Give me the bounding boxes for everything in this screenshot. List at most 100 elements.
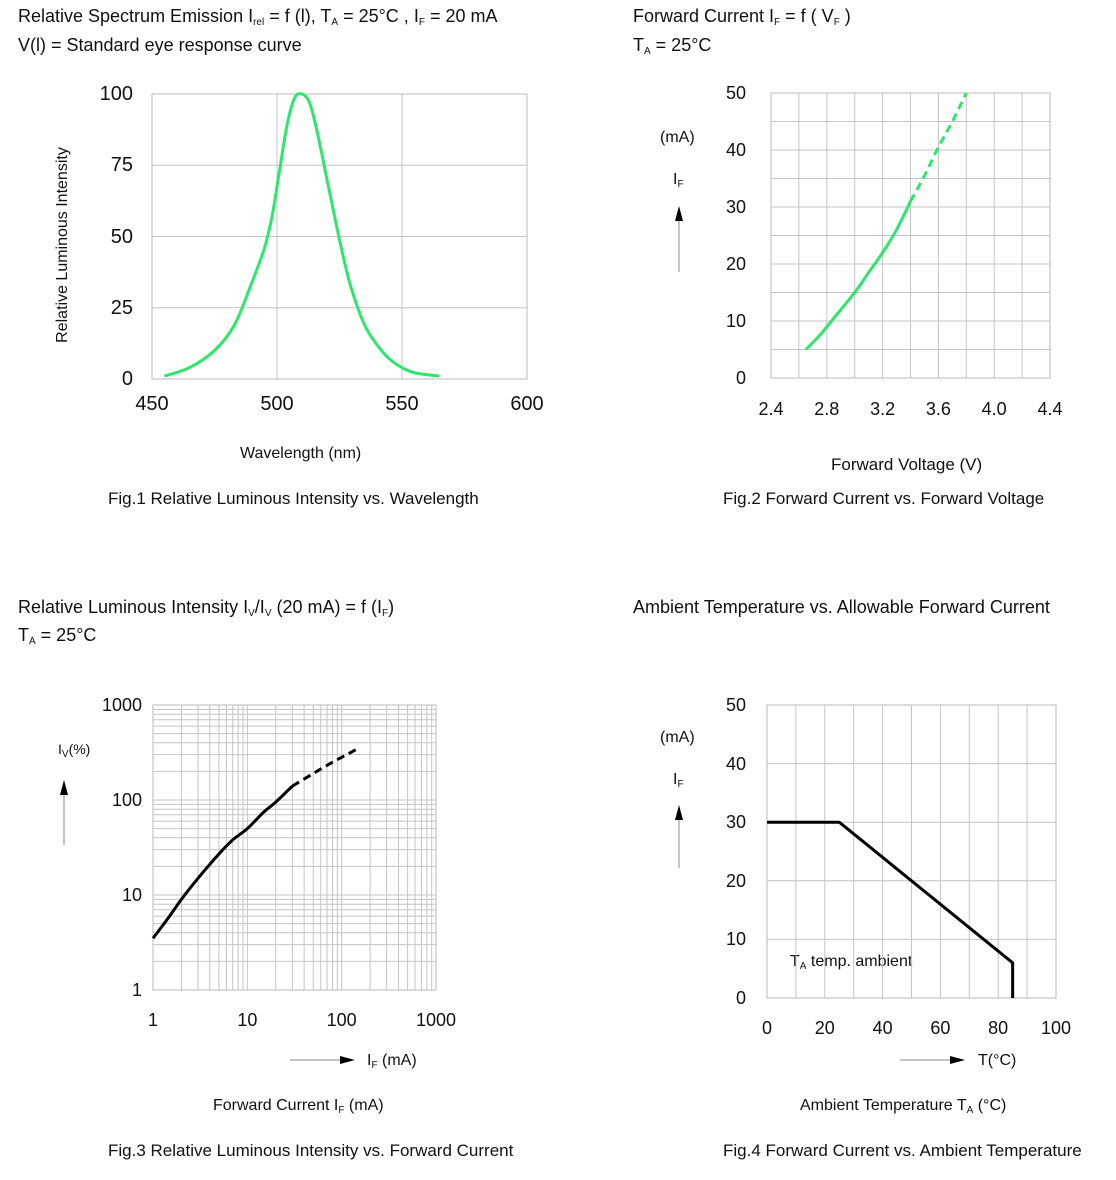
subscript-text: rel [253,17,265,28]
subscript-text: V [61,749,69,760]
subscript-text: A [966,1105,974,1116]
text-segment: Forward Current I [633,6,775,26]
fig3-y-tick-label: 1000 [101,695,142,715]
text-segment: /I [254,597,265,617]
fig2-series-1 [909,92,968,203]
fig3-x-symbol: IF (mA) [367,1050,417,1077]
text-segment: ) [388,597,395,617]
fig4-title-line1: Ambient Temperature vs. Allowable Forwar… [633,596,1050,618]
fig2-y-tick-label: 10 [725,311,746,331]
fig4-grid [766,704,1057,999]
fig1-plot-frame [151,93,528,380]
fig4-x-tick-label: 0 [761,1018,772,1038]
fig1-caption: Fig.1 Relative Luminous Intensity vs. Wa… [108,489,479,508]
subscript-text: A [29,636,36,647]
fig2-x-axis-label: Forward Voltage (V) [831,455,983,474]
fig1-x-tick-label: 500 [260,393,294,415]
fig1-grid [151,93,528,380]
subscript-text: A [799,961,807,972]
fig3-y-symbol: IV(%) [58,738,90,766]
text-segment: (°C) [973,1097,1007,1114]
fig3-title-line1: Relative Luminous Intensity IV/IV (20 mA… [18,596,394,625]
fig4-y-tick-label: 10 [725,929,746,950]
fig1-y-tick-label: 25 [110,296,133,319]
subscript-text: F [677,779,684,790]
subscript-text: F [338,1105,345,1116]
fig2-x-tick-label: 3.6 [925,399,951,419]
fig2-y-tick-label: 40 [725,140,746,160]
fig1-y-tick-label: 50 [110,225,133,248]
text-segment: = f (l), T [264,6,332,26]
fig3-x-tick-label: 100 [326,1010,357,1030]
text-segment: Ambient Temperature vs. Allowable Forwar… [633,597,1050,617]
fig1-x-tick-label: 600 [510,393,544,415]
fig3-x-axis-label: Forward Current IF (mA) [213,1095,384,1122]
fig3-y-arrow-icon [60,780,68,845]
fig2-y-tick-label: 0 [735,368,746,388]
fig1-title-line2: V(l) = Standard eye response curve [18,34,302,56]
fig4-x-arrow-icon [900,1056,965,1064]
fig2-x-tick-label: 3.2 [870,399,896,419]
fig4-y-tick-label: 40 [725,753,746,774]
subscript-text: F [677,179,684,190]
fig1-x-axis-label: Wavelength (nm) [240,445,362,462]
text-segment: T [18,625,29,645]
text-segment: (%) [68,741,91,757]
fig4-y-arrow-icon [675,805,683,868]
subscript-text: F [833,17,840,28]
fig1-series-0 [164,92,440,378]
fig2-y-tick-label: 20 [725,254,746,274]
fig1-x-tick-label: 550 [385,393,419,415]
fig4-x-tick-label: 40 [872,1018,893,1038]
fig2-y-unit: (mA) [660,129,695,146]
subscript-text: A [331,17,339,28]
fig4-plot-frame [766,704,1057,999]
fig1-y-tick-label: 100 [99,83,133,105]
fig4-annotation: TA temp. ambient [790,951,912,978]
fig3-x-tick-label: 1000 [415,1010,457,1030]
text-segment: = 25°C [650,35,712,55]
subscript-text: V [264,608,272,619]
fig2-x-tick-label: 4.4 [1037,399,1063,419]
fig3-y-tick-label: 10 [121,885,142,905]
text-segment: T [633,35,644,55]
text-segment: T [790,953,800,970]
text-segment: ) [839,6,851,26]
fig4-series-0 [767,820,1015,998]
fig4-y-tick-label: 30 [725,812,746,833]
subscript-text: F [382,608,389,619]
fig2-y-tick-label: 30 [725,197,746,217]
fig2-title-line1: Forward Current IF = f ( VF ) [633,5,851,34]
fig4-x-axis-label: Ambient Temperature TA (°C) [800,1095,1006,1122]
fig1-y-tick-label: 0 [121,368,133,390]
fig2-caption: Fig.2 Forward Current vs. Forward Voltag… [723,489,1045,508]
fig3-grid [152,704,437,991]
text-segment: I [58,741,62,757]
text-segment: = 20 mA [424,6,498,26]
fig3-plot-frame [152,704,437,991]
fig2-x-tick-label: 4.0 [981,399,1007,419]
fig4-caption: Fig.4 Forward Current vs. Ambient Temper… [723,1141,1082,1160]
subscript-text: F [371,1060,378,1071]
text-segment: (mA) [377,1052,417,1069]
fig1-y-tick-label: 75 [110,154,133,177]
text-segment: T(°C) [978,1052,1017,1069]
fig4-y-tick-label: 0 [735,988,746,1008]
fig4-x-tick-label: 60 [930,1018,951,1038]
fig1-title-line1: Relative Spectrum Emission Irel = f (l),… [18,5,497,34]
text-segment: = 25°C [35,625,97,645]
text-segment: = f ( V [780,6,834,26]
subscript-text: V [248,608,255,619]
fig4-x-tick-label: 80 [988,1018,1009,1038]
text-segment: I [673,171,678,188]
fig4-y-symbol: IF [673,769,684,796]
text-segment: Ambient Temperature T [800,1097,967,1114]
fig3-series-1 [291,746,359,788]
fig3-x-arrow-icon [290,1056,355,1064]
text-segment: temp. ambient [806,953,913,970]
fig3-y-tick-label: 100 [111,790,142,810]
text-segment: V(l) = Standard eye response curve [18,35,302,55]
subscript-text: A [644,46,651,57]
fig3-x-tick-label: 10 [237,1010,258,1030]
fig2-plot-frame [770,92,1051,379]
